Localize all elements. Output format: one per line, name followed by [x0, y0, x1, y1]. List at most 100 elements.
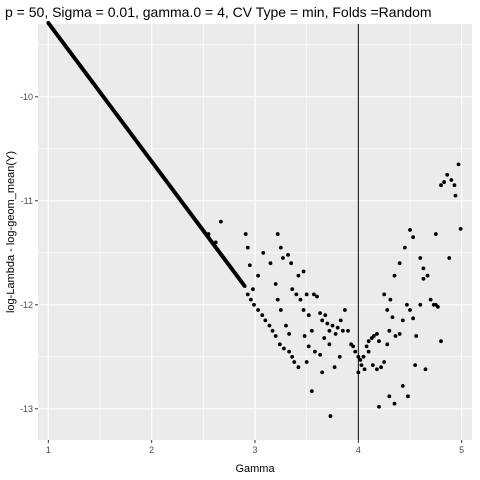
data-point — [312, 292, 316, 297]
data-point — [400, 318, 405, 323]
data-points — [46, 21, 463, 418]
data-point — [439, 339, 443, 344]
y-tick-label: -11 — [21, 196, 33, 206]
data-point — [301, 308, 306, 312]
data-point — [284, 323, 288, 328]
data-point — [405, 302, 409, 307]
data-point — [247, 263, 252, 268]
data-point — [275, 297, 280, 302]
data-point — [340, 328, 345, 333]
data-point — [302, 334, 307, 338]
data-point — [414, 334, 419, 338]
data-point — [242, 284, 247, 288]
data-point — [408, 308, 412, 312]
data-point — [382, 292, 387, 297]
data-point — [406, 394, 410, 399]
data-point — [408, 228, 412, 232]
data-point — [304, 360, 309, 364]
data-point — [296, 273, 301, 278]
data-point — [277, 342, 282, 347]
data-point — [275, 232, 280, 236]
data-point — [322, 336, 327, 340]
x-tick-label: 1 — [46, 445, 51, 455]
x-axis-ticks: 1 2 3 4 5 — [46, 440, 464, 455]
data-point — [388, 297, 393, 302]
data-point — [370, 363, 375, 368]
data-point — [296, 365, 301, 370]
data-point — [397, 261, 402, 266]
data-point — [379, 365, 383, 370]
data-point — [436, 304, 440, 309]
x-tick-label: 5 — [459, 445, 464, 455]
data-point — [387, 328, 392, 333]
data-point — [377, 404, 381, 409]
data-point — [428, 297, 433, 302]
data-point — [445, 172, 450, 177]
data-point — [425, 273, 430, 278]
data-point — [328, 414, 333, 418]
data-point — [442, 180, 446, 184]
data-point — [411, 235, 415, 240]
y-axis-ticks: -13 -12 -11 -10 — [20, 92, 38, 414]
data-point — [335, 325, 340, 330]
data-point — [393, 334, 398, 338]
data-point — [278, 245, 283, 250]
data-point — [309, 328, 314, 333]
data-point — [270, 328, 275, 333]
data-point — [292, 360, 297, 364]
data-point — [318, 352, 322, 357]
data-point — [387, 394, 392, 399]
x-tick-label: 4 — [356, 445, 361, 455]
data-point — [301, 269, 306, 274]
data-point — [456, 162, 461, 167]
data-point — [263, 318, 268, 323]
data-point — [351, 344, 356, 349]
data-point — [313, 349, 317, 354]
data-point — [273, 334, 278, 338]
data-point — [400, 384, 405, 388]
data-point — [252, 302, 256, 307]
data-point — [206, 232, 211, 236]
data-point — [423, 367, 428, 372]
y-axis-title: log-Lambda - log-geom_mean(Y) — [5, 151, 17, 313]
data-point — [251, 287, 255, 292]
data-point — [298, 297, 303, 302]
data-point — [377, 339, 381, 344]
data-point — [421, 266, 426, 271]
data-point — [306, 313, 311, 318]
data-point — [364, 344, 369, 349]
data-point — [243, 232, 248, 236]
data-point — [411, 316, 415, 321]
data-point — [309, 389, 314, 394]
data-point — [366, 339, 371, 344]
data-point — [260, 313, 265, 318]
data-point — [327, 328, 332, 333]
data-point — [421, 276, 426, 281]
data-point — [256, 308, 260, 312]
data-point — [287, 332, 291, 336]
data-point — [362, 367, 367, 372]
data-point — [290, 287, 295, 292]
data-point — [361, 354, 366, 359]
data-point — [248, 297, 253, 302]
data-point — [337, 354, 342, 359]
data-point — [213, 240, 218, 245]
data-point — [278, 308, 283, 312]
y-tick-label: -12 — [20, 300, 33, 310]
data-point — [382, 360, 387, 364]
data-point — [358, 358, 363, 362]
data-point — [287, 349, 291, 354]
data-point — [418, 256, 423, 260]
data-point — [449, 178, 454, 182]
data-point — [458, 226, 463, 231]
data-point — [318, 311, 322, 316]
y-tick-label: -10 — [20, 92, 33, 102]
data-point — [320, 370, 325, 375]
data-point — [304, 292, 309, 297]
data-point — [397, 332, 402, 336]
data-point — [261, 250, 266, 255]
data-point — [375, 332, 379, 336]
data-point — [282, 346, 286, 351]
data-point — [306, 344, 311, 349]
